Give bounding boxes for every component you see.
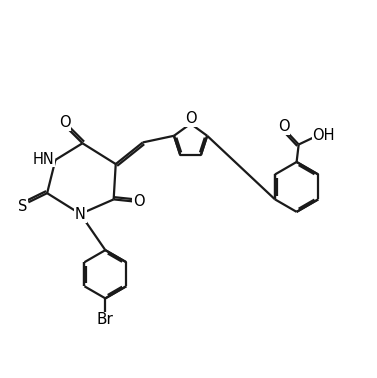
Text: O: O <box>185 111 196 126</box>
Text: Br: Br <box>97 313 114 327</box>
Text: O: O <box>278 119 290 134</box>
Text: HN: HN <box>33 152 55 167</box>
Text: N: N <box>75 207 86 222</box>
Text: OH: OH <box>313 128 335 143</box>
Text: S: S <box>18 199 27 214</box>
Text: O: O <box>59 115 70 130</box>
Text: O: O <box>133 194 145 209</box>
